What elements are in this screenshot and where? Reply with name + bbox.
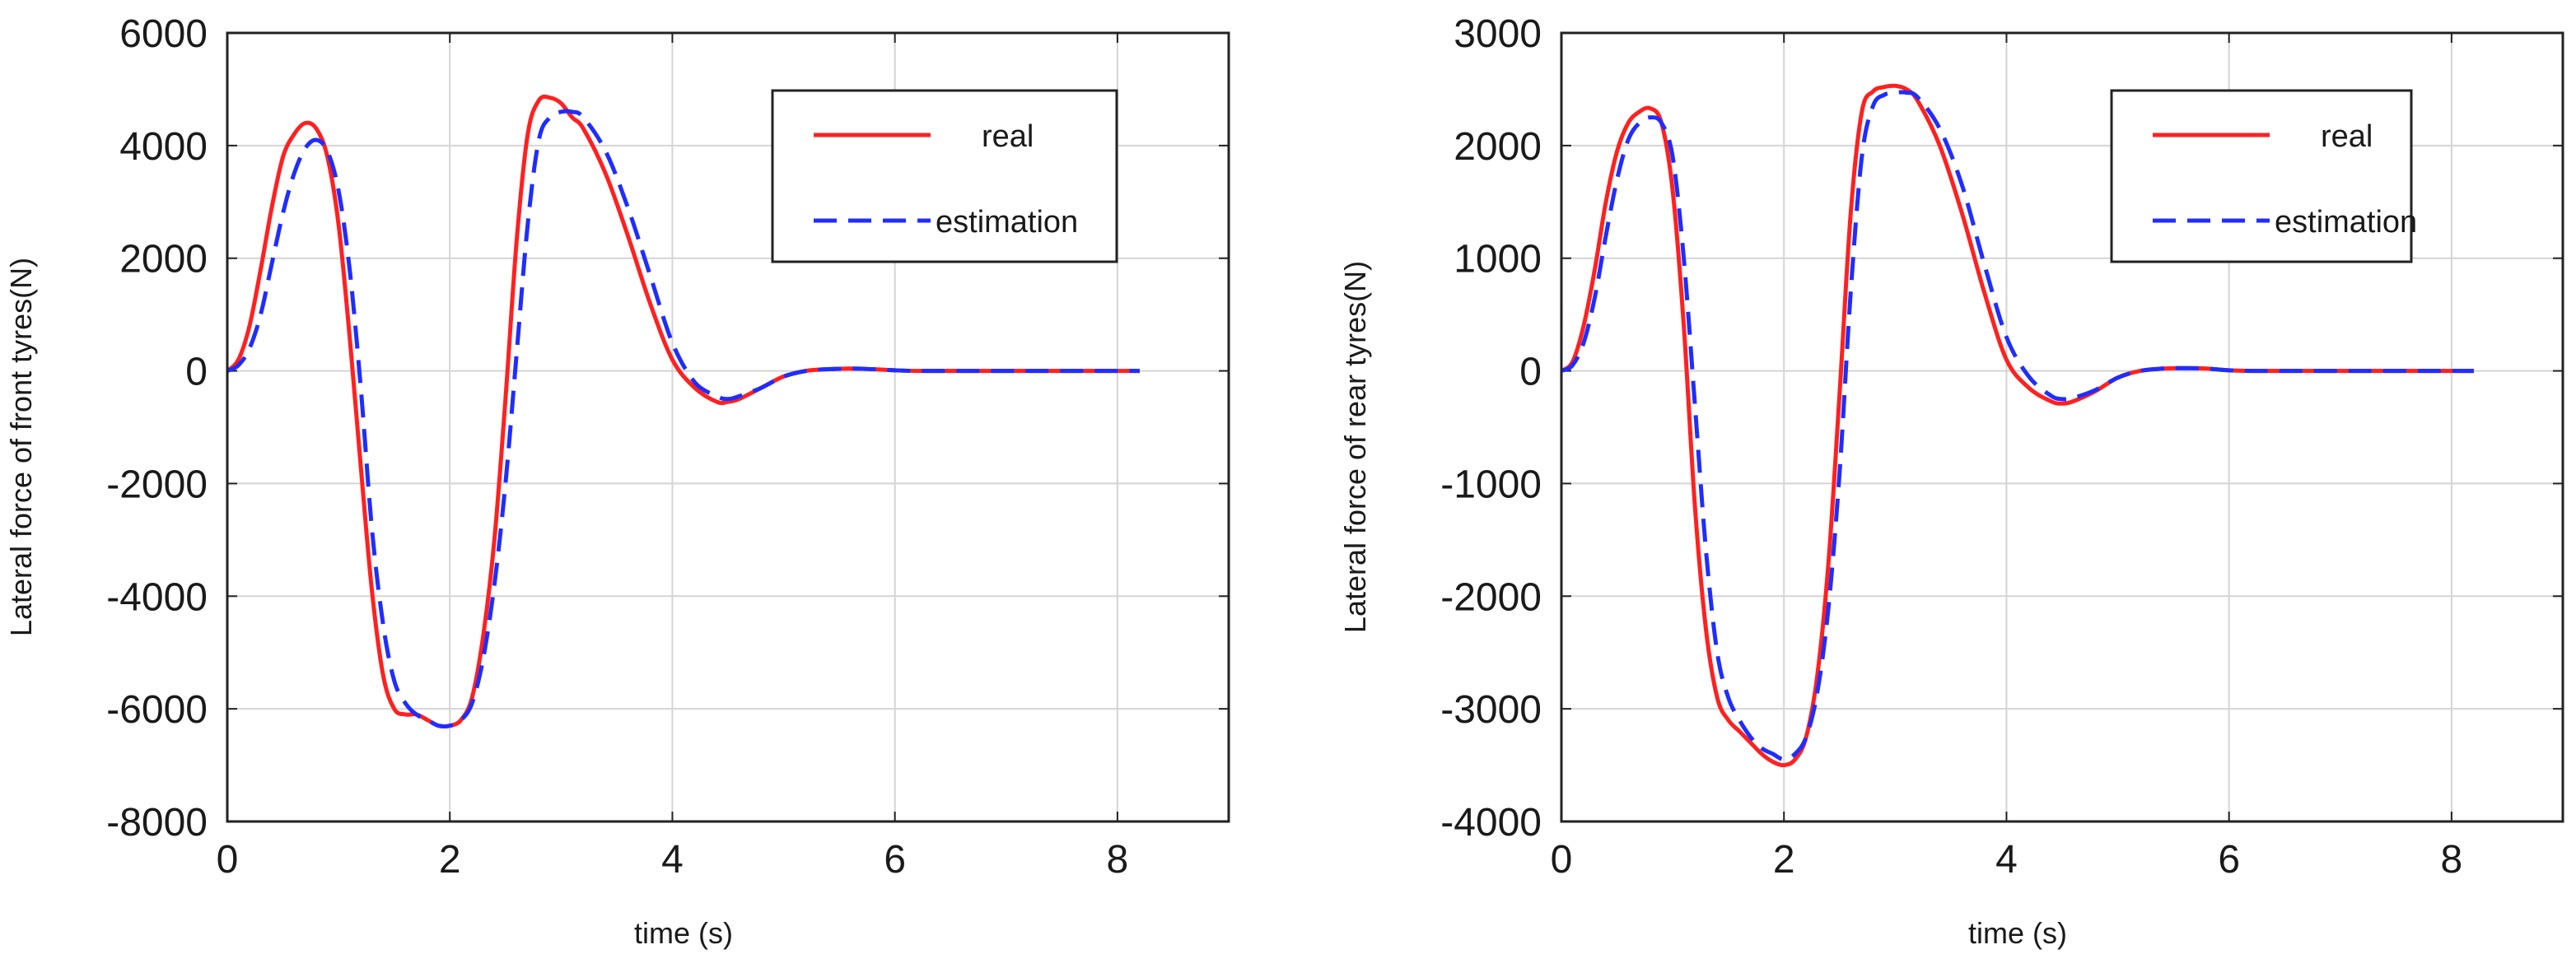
x-tick-label: 4 — [661, 838, 684, 882]
legend-box — [771, 89, 1118, 263]
y-tick-label: -8000 — [106, 801, 208, 845]
plot-area — [1561, 33, 2563, 821]
legend-label-estimation: estimation — [2275, 205, 2417, 240]
legend-box — [2110, 89, 2413, 263]
y-tick-label: 4000 — [119, 125, 208, 169]
legend: real estimation — [2110, 89, 2417, 263]
y-tick-label: -4000 — [1440, 801, 1542, 845]
x-tick-label: 0 — [1551, 838, 1573, 882]
y-tick-label: -6000 — [106, 688, 208, 732]
legend-label-real: real — [2321, 119, 2373, 154]
x-tick-label: 0 — [217, 838, 239, 882]
series-line-estimation — [227, 109, 1140, 729]
x-tick-label: 6 — [884, 838, 906, 882]
x-tick-label: 8 — [1107, 838, 1129, 882]
y-tick-label: -2000 — [106, 463, 208, 506]
y-tick-label: -3000 — [1440, 688, 1542, 732]
x-tick-label: 8 — [2441, 838, 2463, 882]
x-axis-label: time (s) — [634, 916, 733, 950]
y-axis-label: Lateral force of rear tyres(N) — [1338, 261, 1372, 633]
y-tick-label: -2000 — [1440, 575, 1542, 619]
x-tick-label: 2 — [439, 838, 461, 882]
series-line-estimation — [1561, 90, 2474, 762]
x-tick-label: 2 — [1773, 838, 1795, 882]
series-group — [1561, 83, 2474, 768]
y-tick-label: -4000 — [106, 575, 208, 619]
x-tick-label: 4 — [1995, 838, 2018, 882]
series-group — [227, 94, 1140, 729]
y-tick-label: 1000 — [1454, 238, 1542, 282]
axes-frame — [1560, 31, 2564, 823]
y-tick-label: 2000 — [119, 238, 208, 282]
y-tick-label: -1000 — [1440, 463, 1542, 506]
chart-panel-front-tyres: 0 2 4 6 8 6000 4000 2000 0 -2000 -4000 -6000 -8000 ti… — [4, 12, 1230, 950]
y-tick-label: 6000 — [119, 12, 208, 56]
y-axis-label: Lateral force of front tyres(N) — [4, 258, 38, 636]
legend-label-estimation: estimation — [936, 205, 1078, 240]
x-axis-label: time (s) — [1968, 916, 2067, 950]
y-tick-label: 0 — [185, 351, 208, 394]
x-tick-label: 6 — [2218, 838, 2240, 882]
legend: real estimation — [771, 89, 1118, 263]
chart-panel-rear-tyres: 0 2 4 6 8 3000 2000 1000 0 -1000 -2000 -3000 -4000 ti… — [1338, 12, 2564, 950]
y-tick-label: 3000 — [1454, 12, 1542, 56]
y-tick-label: 2000 — [1454, 125, 1542, 169]
legend-label-real: real — [982, 119, 1034, 154]
axes-frame — [226, 31, 1230, 823]
y-tick-label: 0 — [1519, 351, 1542, 394]
